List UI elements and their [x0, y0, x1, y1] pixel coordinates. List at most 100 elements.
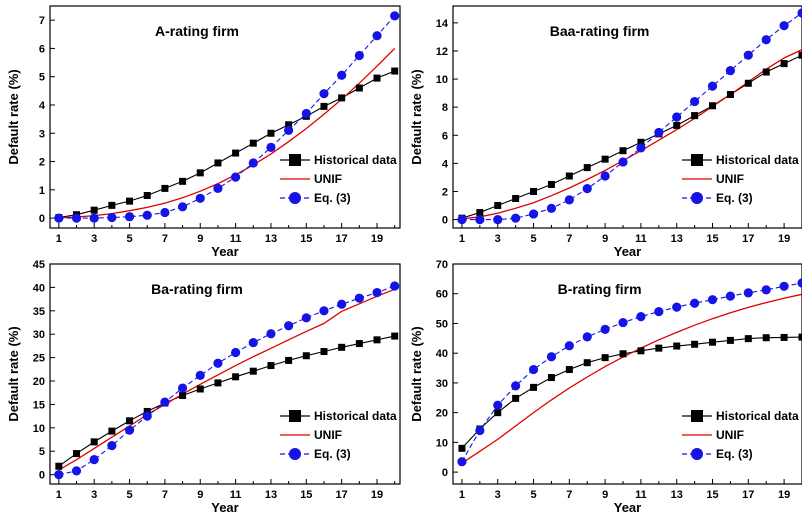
data-point-square: [780, 333, 788, 341]
data-point-circle: [493, 400, 503, 410]
data-point-circle: [511, 381, 521, 391]
legend-marker: [691, 410, 703, 422]
data-point-circle: [89, 455, 99, 465]
data-point-circle: [248, 338, 258, 348]
legend: Historical data UNIF Eq. (3): [682, 409, 799, 461]
data-point-square: [196, 169, 204, 177]
data-point-square: [637, 138, 645, 146]
legend: Historical data UNIF Eq. (3): [682, 153, 799, 205]
legend-marker: [289, 448, 301, 460]
x-axis-title: Year: [614, 500, 641, 515]
y-tick-label: 8: [442, 102, 448, 114]
x-tick-label: 9: [602, 233, 608, 245]
data-point-circle: [582, 332, 592, 342]
data-point-square: [655, 344, 663, 352]
data-point-square: [161, 184, 169, 192]
y-tick-label: 4: [442, 158, 449, 170]
y-tick-label: 0: [442, 215, 448, 227]
data-point-circle: [707, 81, 718, 91]
legend: Historical data UNIF Eq. (3): [280, 409, 397, 461]
data-point-square: [196, 385, 204, 393]
y-tick-label: 20: [33, 376, 45, 388]
legend-label: Historical data: [314, 153, 397, 167]
data-point-square: [673, 121, 681, 129]
data-point-square: [302, 352, 310, 360]
data-point-square: [691, 112, 699, 120]
data-point-square: [762, 68, 770, 76]
x-tick-label: 1: [56, 489, 62, 501]
data-point-circle: [284, 125, 294, 136]
x-axis-title: Year: [211, 500, 238, 515]
data-point-square: [673, 342, 681, 350]
x-tick-label: 19: [371, 489, 383, 501]
legend-label: UNIF: [716, 428, 744, 442]
data-point-circle: [89, 213, 99, 223]
y-tick-label: 2: [442, 186, 448, 198]
x-tick-label: 15: [300, 489, 312, 501]
data-point-circle: [636, 143, 646, 153]
x-tick-label: 3: [495, 233, 501, 245]
x-tick-label: 1: [56, 233, 62, 245]
x-tick-label: 5: [126, 233, 132, 245]
y-tick-label: 4: [39, 100, 46, 112]
data-point-square: [373, 336, 381, 344]
x-tick-label: 11: [230, 233, 242, 245]
data-point-circle: [107, 441, 117, 451]
y-tick-label: 1: [39, 185, 45, 197]
legend-label: Eq. (3): [716, 447, 753, 461]
data-point-square: [780, 60, 788, 68]
x-tick-label: 5: [530, 489, 536, 501]
x-tick-label: 19: [371, 233, 383, 245]
legend-marker: [289, 154, 301, 166]
data-point-circle: [354, 50, 364, 61]
data-point-circle: [160, 207, 170, 218]
data-point-circle: [618, 317, 628, 328]
data-point-circle: [600, 171, 610, 181]
x-tick-label: 3: [495, 489, 501, 501]
data-point-square: [285, 356, 293, 364]
data-point-square: [126, 197, 134, 205]
plot-frame: [49, 263, 401, 485]
data-point-square: [762, 334, 770, 342]
data-point-circle: [54, 213, 64, 223]
data-point-circle: [636, 312, 646, 322]
legend-marker: [691, 154, 703, 166]
series-line: [461, 12, 802, 221]
plot-area: [457, 278, 802, 467]
legend-marker: [691, 448, 703, 460]
plot-frame: [49, 5, 401, 229]
y-tick-label: 40: [436, 348, 448, 360]
x-tick-label: 15: [706, 489, 718, 501]
y-tick-label: 20: [436, 408, 448, 420]
legend-label: Historical data: [716, 409, 799, 423]
series-line: [58, 47, 396, 219]
x-tick-label: 13: [671, 489, 683, 501]
data-point-square: [232, 149, 240, 157]
data-point-circle: [54, 470, 64, 480]
plot-area: [54, 11, 400, 223]
y-axis-title: Default rate (%): [409, 326, 424, 421]
data-point-square: [143, 407, 151, 415]
data-point-circle: [213, 358, 223, 368]
x-tick-label: 11: [230, 489, 242, 501]
data-point-circle: [725, 66, 736, 76]
x-tick-label: 17: [742, 233, 754, 245]
data-point-circle: [248, 158, 258, 168]
data-point-circle: [319, 89, 329, 99]
data-point-square: [108, 201, 116, 209]
data-point-square: [601, 354, 609, 362]
data-point-square: [73, 450, 81, 458]
legend-marker: [289, 410, 301, 422]
data-point-square: [214, 379, 222, 387]
x-axis-title: Year: [211, 244, 238, 259]
data-point-circle: [457, 457, 467, 467]
data-point-circle: [564, 195, 574, 205]
data-point-square: [709, 338, 717, 346]
data-point-circle: [177, 383, 188, 393]
data-point-square: [726, 91, 734, 99]
data-point-square: [619, 147, 627, 155]
data-point-square: [619, 350, 627, 358]
data-point-circle: [707, 295, 718, 305]
x-tick-label: 9: [602, 489, 608, 501]
y-tick-label: 3: [39, 128, 45, 140]
